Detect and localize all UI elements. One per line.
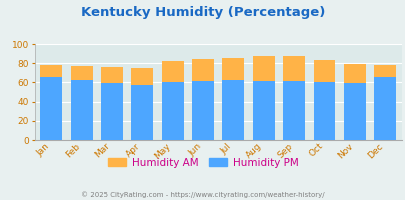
Bar bbox=[343, 83, 365, 140]
Bar bbox=[192, 81, 213, 140]
Bar bbox=[222, 58, 244, 80]
Bar bbox=[252, 81, 274, 140]
Bar bbox=[161, 61, 183, 82]
Bar bbox=[283, 81, 304, 140]
Text: © 2025 CityRating.com - https://www.cityrating.com/weather-history/: © 2025 CityRating.com - https://www.city… bbox=[81, 191, 324, 198]
Bar bbox=[40, 77, 62, 140]
Bar bbox=[373, 77, 395, 140]
Bar bbox=[192, 59, 213, 81]
Bar bbox=[313, 60, 335, 82]
Bar bbox=[70, 80, 92, 140]
Text: Kentucky Humidity (Percentage): Kentucky Humidity (Percentage) bbox=[81, 6, 324, 19]
Bar bbox=[343, 64, 365, 83]
Bar bbox=[131, 85, 153, 140]
Bar bbox=[222, 80, 244, 140]
Bar bbox=[161, 82, 183, 140]
Bar bbox=[283, 56, 304, 81]
Bar bbox=[70, 66, 92, 80]
Bar bbox=[40, 65, 62, 77]
Bar bbox=[252, 56, 274, 81]
Bar bbox=[101, 67, 123, 83]
Bar bbox=[313, 82, 335, 140]
Bar bbox=[101, 83, 123, 140]
Bar bbox=[131, 68, 153, 85]
Legend: Humidity AM, Humidity PM: Humidity AM, Humidity PM bbox=[103, 153, 302, 172]
Bar bbox=[373, 65, 395, 77]
